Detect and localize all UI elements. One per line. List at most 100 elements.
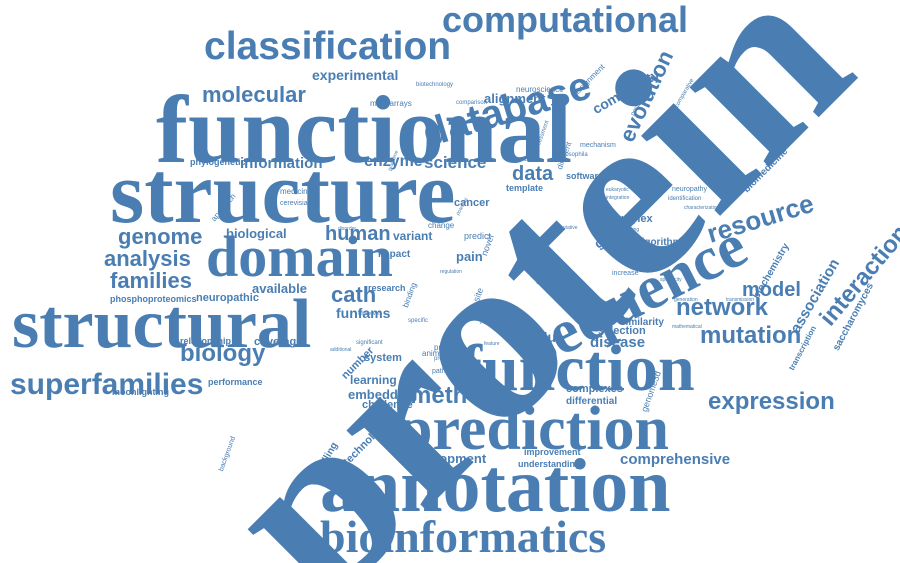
- word-significant: significant: [356, 340, 383, 346]
- word-comparison: comparison: [456, 100, 488, 106]
- word-method: method: [410, 382, 497, 409]
- word-biotechnology: biotechnology: [416, 82, 454, 88]
- word-prediction: prediction: [398, 395, 669, 463]
- word-pathogen: pathogen: [432, 368, 462, 375]
- word-medicine: medicine: [280, 187, 313, 196]
- word-putative: putative: [560, 225, 578, 231]
- word-human: human: [325, 223, 391, 245]
- word-embedding: embedding: [348, 387, 418, 402]
- word-network: network: [676, 294, 769, 321]
- word-structural: structural: [12, 286, 312, 363]
- word-cath: cath: [331, 282, 377, 307]
- word-comprehensive: comprehensive: [620, 451, 731, 468]
- word-change: change: [428, 221, 455, 230]
- word-interpro: interpro: [622, 247, 672, 262]
- word-phosphoproteomics: phosphoproteomics: [110, 294, 197, 304]
- word-animal: animal: [422, 349, 446, 358]
- word-mathematical: mathematical: [672, 324, 702, 330]
- word-mapping: mapping: [620, 227, 640, 233]
- word-phylogenetic: phylogenetic: [190, 157, 246, 167]
- word-alignment: alignment: [484, 91, 546, 106]
- word-families: families: [110, 268, 192, 293]
- word-science: science: [424, 153, 487, 172]
- word-available: available: [252, 281, 307, 296]
- word-experimental: experimental: [312, 67, 399, 83]
- word-disease: disease: [590, 334, 646, 351]
- word-domain: domain: [206, 224, 393, 289]
- word-target: target: [536, 277, 557, 286]
- word-coverage: coverage: [254, 336, 303, 348]
- word-conserved: conserved: [358, 311, 382, 317]
- word-cancer: cancer: [454, 197, 490, 209]
- word-eukaryotic: eukaryotic: [606, 187, 629, 193]
- word-classification: classification: [204, 25, 452, 68]
- word-cerevisiae: cerevisiae: [280, 200, 312, 207]
- word-understanding: understanding: [518, 459, 581, 469]
- word-predict: predict: [464, 231, 492, 241]
- word-identification: identification: [668, 196, 702, 202]
- word-mechanism: mechanism: [580, 142, 616, 149]
- word-algorithm: algorithm: [636, 237, 682, 248]
- word-learning: learning: [350, 373, 397, 387]
- word-neuropathic: neuropathic: [196, 292, 259, 304]
- word-funfams: funfams: [336, 305, 391, 321]
- word-nerve: nerve: [448, 355, 461, 361]
- word-biological: biological: [226, 226, 287, 241]
- word-characterization: characterization: [684, 205, 720, 211]
- word-residue: residue: [514, 329, 564, 345]
- word-complex: complex: [608, 213, 653, 225]
- word-challenge: challenge: [362, 399, 413, 411]
- word-functional: functional: [156, 76, 573, 183]
- word-regulation: regulation: [440, 269, 462, 275]
- word-annotation: annotation: [320, 444, 671, 528]
- word-related: related: [480, 317, 505, 326]
- word-additional: additional: [330, 347, 352, 353]
- word-expression: expression: [708, 388, 835, 415]
- word-increase: increase: [612, 270, 639, 277]
- word-integration: integration: [606, 195, 630, 201]
- word-specificity: specificity: [660, 277, 682, 283]
- word-analyse: analyse: [556, 285, 588, 295]
- word-information: information: [240, 155, 323, 172]
- word-complexes: complexes: [566, 383, 623, 395]
- word-data: data: [512, 163, 554, 185]
- word-drosophila: drosophila: [560, 152, 588, 158]
- word-model: model: [742, 279, 801, 301]
- word-performance: performance: [208, 377, 263, 387]
- word-neuropathy: neuropathy: [672, 186, 708, 193]
- word-software: software: [566, 171, 604, 181]
- word-research: research: [368, 283, 406, 293]
- word-selection: selection: [598, 325, 646, 337]
- word-variant: variant: [393, 229, 433, 243]
- word-pain: pain: [456, 249, 483, 264]
- word-biology: biology: [180, 340, 266, 367]
- word-specific: specific: [408, 318, 429, 324]
- word-provide: provide: [434, 343, 461, 352]
- word-structure: structure: [110, 145, 456, 242]
- word-bioinformatics: bioinformatics: [320, 511, 607, 562]
- word-analysis: analysis: [104, 246, 191, 271]
- word-development: development: [406, 451, 487, 466]
- word-moonlighting: moonlighting: [112, 387, 169, 397]
- word-feature: feature: [484, 341, 500, 347]
- word-generation: generation: [674, 297, 698, 303]
- word-enzyme: enzyme: [364, 153, 423, 170]
- word-mutation: mutation: [700, 322, 802, 349]
- word-neuroscience: neuroscience: [516, 85, 564, 94]
- word-transmission: transmission: [726, 297, 755, 303]
- word-improvement: improvement: [524, 447, 581, 457]
- word-superfamilies: superfamilies: [10, 368, 204, 401]
- word-computational: computational: [442, 0, 689, 40]
- word-microarrays: microarrays: [370, 99, 412, 108]
- word-function: function: [460, 332, 695, 405]
- word-disorder: disorder: [338, 226, 357, 232]
- word-system: system: [364, 352, 402, 364]
- word-clustering: clustering: [520, 157, 542, 163]
- word-template: template: [506, 183, 544, 193]
- word-similarity: similarity: [620, 317, 664, 328]
- word-relationship: relationship: [180, 336, 232, 346]
- word-diversity: diversity: [474, 375, 493, 381]
- word-present: present: [434, 356, 455, 362]
- word-genome: genome: [118, 224, 203, 249]
